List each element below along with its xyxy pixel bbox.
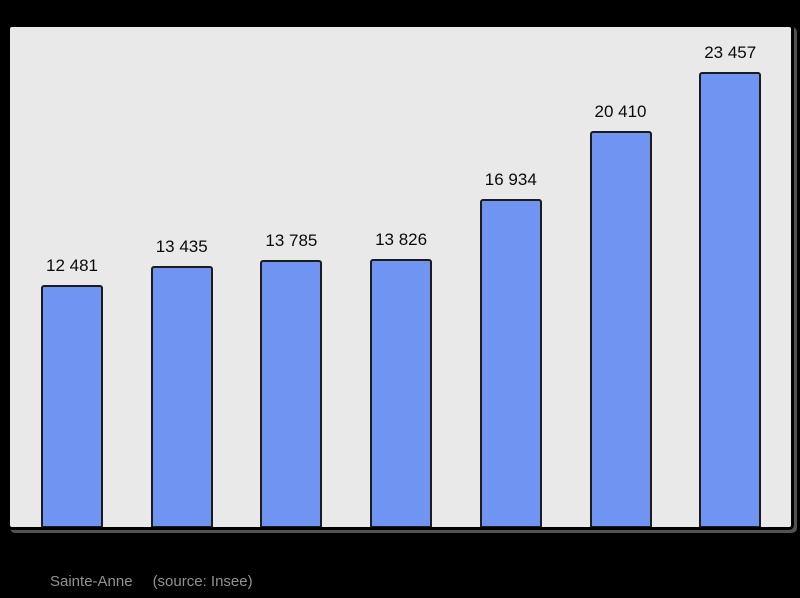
- bar-value-label: 23 457: [704, 43, 757, 62]
- bar-chart-plot-area: 12 481 13 435 13 785 13 826 16 934 20 410 23 4…: [10, 27, 791, 527]
- chart-caption: Sainte-Anne (source: Insee): [50, 573, 253, 590]
- bar-value-label: 13 785: [265, 231, 318, 250]
- bar-value-label: 12 481: [46, 256, 98, 275]
- bar: [370, 259, 433, 527]
- bar-value-label: 13 826: [375, 230, 428, 249]
- caption-commune-name: Sainte-Anne: [50, 573, 133, 590]
- bar: [699, 72, 762, 527]
- bar: [589, 131, 652, 527]
- bar: [479, 199, 542, 527]
- chart-frame: 12 481 13 435 13 785 13 826 16 934 20 410 23 4…: [7, 24, 794, 530]
- bar: [41, 285, 103, 527]
- bar: [260, 260, 323, 527]
- bar-value-label: 13 435: [155, 237, 208, 256]
- bar-value-label: 20 410: [594, 102, 647, 121]
- bar: [150, 266, 213, 527]
- caption-source-note: (source: Insee): [152, 573, 253, 590]
- bar-value-label: 16 934: [484, 170, 537, 189]
